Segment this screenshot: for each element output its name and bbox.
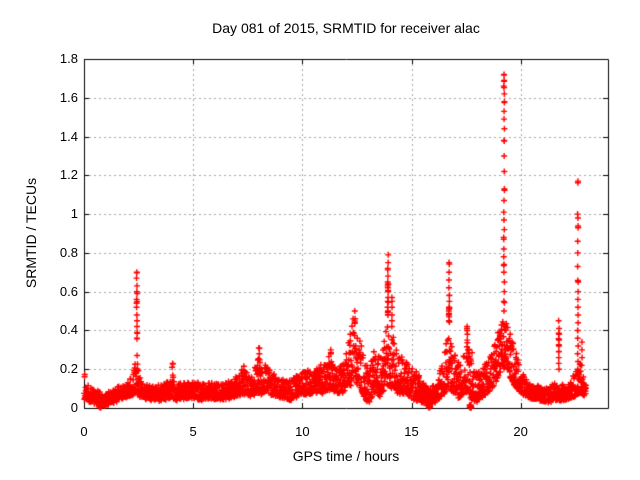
y-tick-label: 0.4 [59,322,78,338]
chart-title: Day 081 of 2015, SRMTID for receiver ala… [212,20,480,36]
y-tick-label: 1.4 [59,128,78,144]
y-tick-label: 0.6 [59,283,78,299]
x-tick-label: 0 [80,424,88,439]
y-tick-label: 1.8 [59,51,78,66]
x-tick-label: 15 [404,424,419,439]
y-tick-label: 1.6 [59,89,78,105]
x-tick-label: 20 [513,424,528,439]
x-tick-label: 5 [189,424,197,439]
x-axis-label: GPS time / hours [292,448,400,464]
y-tick-label: 0 [70,400,78,415]
y-tick-label: 0.2 [59,361,78,377]
y-tick-label: 0.8 [59,244,78,260]
y-tick-label: 1.2 [59,167,78,183]
y-tick-label: 1 [70,206,78,222]
x-tick-label: 10 [295,424,310,439]
y-axis-label: SRMTID / TECUs [23,177,39,289]
